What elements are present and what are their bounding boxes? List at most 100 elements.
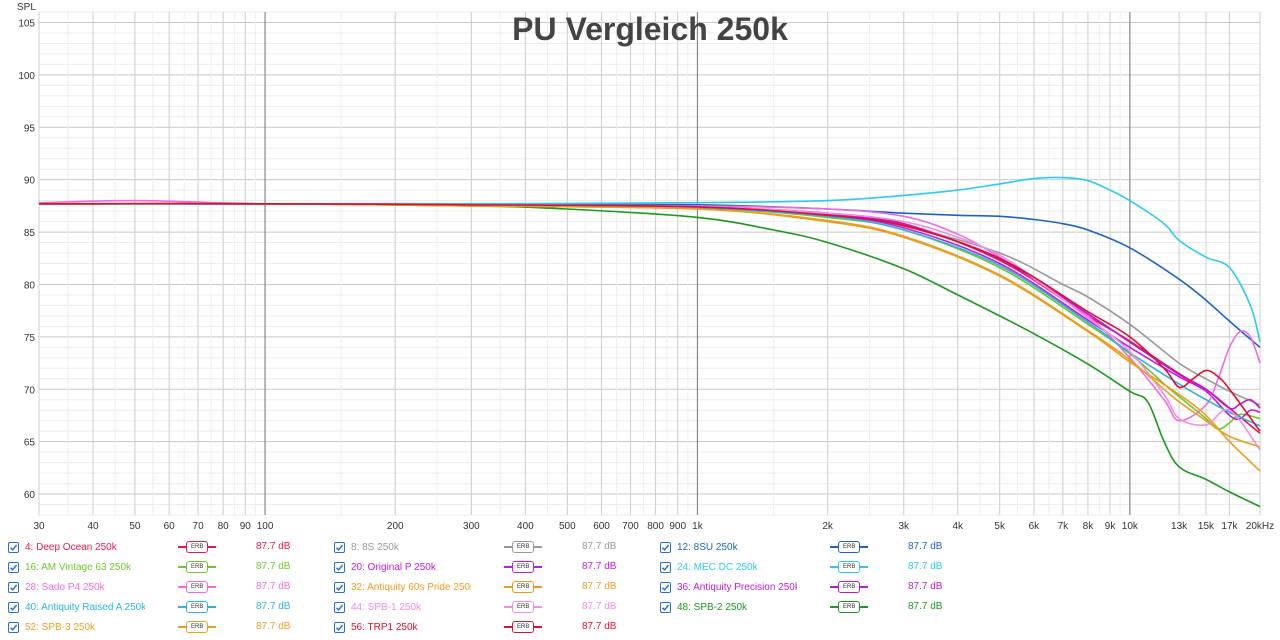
erb-smoothing-button[interactable]: ERB	[830, 597, 869, 617]
checkbox-icon[interactable]	[660, 581, 671, 593]
legend-level: 87.7 dB	[908, 581, 943, 592]
legend-label: 36: Antiquity Precision 250k	[677, 581, 797, 593]
checkbox-icon[interactable]	[660, 561, 671, 573]
checkbox-icon[interactable]	[8, 561, 19, 573]
legend-label: 20: Original P 250k	[351, 561, 436, 573]
x-tick-label: 9k	[1105, 521, 1117, 532]
x-tick-label: 80	[218, 521, 230, 532]
legend-level: 87.7 dB	[256, 581, 291, 592]
legend-item[interactable]: 40: Antiquity Raised A 250k	[8, 597, 145, 617]
legend: 4: Deep Ocean 250k ERB 87.7 dB 8: 8S 250k ER…	[0, 535, 1280, 640]
y-tick-label: 75	[24, 333, 36, 344]
x-tick-label: 10k	[1122, 521, 1139, 532]
x-tick-label: 90	[240, 521, 252, 532]
x-tick-label: 600	[593, 521, 610, 532]
erb-smoothing-button[interactable]: ERB	[830, 577, 869, 597]
erb-smoothing-button[interactable]: ERB	[178, 617, 217, 637]
erb-smoothing-button[interactable]: ERB	[178, 537, 217, 557]
y-tick-label: 60	[24, 490, 36, 501]
checkbox-icon[interactable]	[8, 541, 19, 553]
legend-level: 87.7 dB	[582, 581, 617, 592]
x-tick-label: 20kHz	[1246, 521, 1274, 532]
x-tick-label: 15k	[1198, 521, 1215, 532]
legend-level: 87.7 dB	[582, 601, 617, 612]
legend-level: 87.7 dB	[582, 561, 617, 572]
legend-level: 87.7 dB	[256, 621, 291, 632]
legend-level: 87.7 dB	[582, 621, 617, 632]
x-tick-label: 70	[193, 521, 205, 532]
erb-smoothing-button[interactable]: ERB	[504, 537, 543, 557]
erb-smoothing-button[interactable]: ERB	[830, 537, 869, 557]
x-tick-label: 2k	[822, 521, 834, 532]
x-tick-label: 200	[387, 521, 404, 532]
checkbox-icon[interactable]	[8, 581, 19, 593]
x-tick-label: 100	[257, 521, 274, 532]
x-tick-label: 400	[517, 521, 534, 532]
series-line	[39, 176, 1261, 343]
legend-label: 40: Antiquity Raised A 250k	[25, 601, 145, 613]
frequency-response-chart: 30 40 50 60 70 80 90 100 200 300 400 500 600 700 800 90…	[17, 2, 1274, 532]
legend-level: 87.7 dB	[256, 601, 291, 612]
legend-level: 87.7 dB	[908, 541, 943, 552]
erb-smoothing-button[interactable]: ERB	[178, 577, 217, 597]
y-tick-label: 85	[24, 228, 36, 239]
legend-level: 87.7 dB	[908, 561, 943, 572]
x-tick-label: 5k	[994, 521, 1006, 532]
legend-label: 52: SPB-3 250k	[25, 621, 96, 633]
chart-title: PU Vergleich 250k	[512, 11, 788, 47]
x-tick-label: 800	[647, 521, 664, 532]
y-axis-label: SPL	[17, 2, 36, 13]
legend-item[interactable]: 4: Deep Ocean 250k	[8, 537, 145, 557]
checkbox-icon[interactable]	[660, 541, 671, 553]
legend-item[interactable]: 44: SPB-1 250k	[334, 597, 471, 617]
x-tick-label: 6k	[1029, 521, 1041, 532]
x-tick-label: 60	[164, 521, 176, 532]
erb-smoothing-button[interactable]: ERB	[504, 617, 543, 637]
x-tick-label: 50	[129, 521, 141, 532]
checkbox-icon[interactable]	[8, 621, 19, 633]
legend-item[interactable]: 24: MEC DC 250k	[660, 557, 797, 577]
x-tick-label: 900	[669, 521, 686, 532]
x-tick-label: 4k	[952, 521, 964, 532]
x-tick-label: 1k	[692, 521, 704, 532]
erb-smoothing-button[interactable]: ERB	[504, 597, 543, 617]
y-tick-label: 70	[24, 385, 36, 396]
erb-smoothing-button[interactable]: ERB	[178, 557, 217, 577]
checkbox-icon[interactable]	[334, 581, 345, 593]
legend-item[interactable]: 12: 8SU 250k	[660, 537, 797, 557]
erb-smoothing-button[interactable]: ERB	[830, 557, 869, 577]
checkbox-icon[interactable]	[8, 601, 19, 613]
erb-smoothing-button[interactable]: ERB	[504, 557, 543, 577]
legend-label: 16: AM Vintage 63 250k	[25, 561, 132, 573]
x-tick-label: 3k	[898, 521, 910, 532]
x-tick-label: 300	[463, 521, 480, 532]
checkbox-icon[interactable]	[334, 561, 345, 573]
legend-item[interactable]: 8: 8S 250k	[334, 537, 471, 557]
axes: 30 40 50 60 70 80 90 100 200 300 400 500 600 700 800 90…	[18, 18, 1274, 532]
legend-label: 4: Deep Ocean 250k	[25, 541, 117, 553]
legend-item[interactable]: 28: Sado P4 250k	[8, 577, 145, 597]
legend-item[interactable]: 36: Antiquity Precision 250k	[660, 577, 797, 597]
checkbox-icon[interactable]	[334, 621, 345, 633]
erb-smoothing-button[interactable]: ERB	[178, 597, 217, 617]
legend-label: 28: Sado P4 250k	[25, 581, 105, 593]
x-tick-label: 8k	[1083, 521, 1095, 532]
legend-level: 87.7 dB	[256, 541, 291, 552]
checkbox-icon[interactable]	[660, 601, 671, 613]
y-tick-label: 80	[24, 280, 36, 291]
checkbox-icon[interactable]	[334, 541, 345, 553]
checkbox-icon[interactable]	[334, 601, 345, 613]
erb-smoothing-button[interactable]: ERB	[504, 577, 543, 597]
legend-item[interactable]: 48: SPB-2 250k	[660, 597, 797, 617]
legend-level: 87.7 dB	[908, 601, 943, 612]
legend-item[interactable]: 16: AM Vintage 63 250k	[8, 557, 145, 577]
legend-item[interactable]: 32: Antiquity 60s Pride 250k	[334, 577, 471, 597]
x-tick-label: 700	[622, 521, 639, 532]
legend-item[interactable]: 52: SPB-3 250k	[8, 617, 145, 637]
legend-item[interactable]: 20: Original P 250k	[334, 557, 471, 577]
legend-level: 87.7 dB	[256, 561, 291, 572]
y-tick-label: 90	[24, 176, 36, 187]
legend-label: 8: 8S 250k	[351, 541, 399, 553]
legend-item[interactable]: 56: TRP1 250k	[334, 617, 471, 637]
legend-label: 56: TRP1 250k	[351, 621, 418, 633]
